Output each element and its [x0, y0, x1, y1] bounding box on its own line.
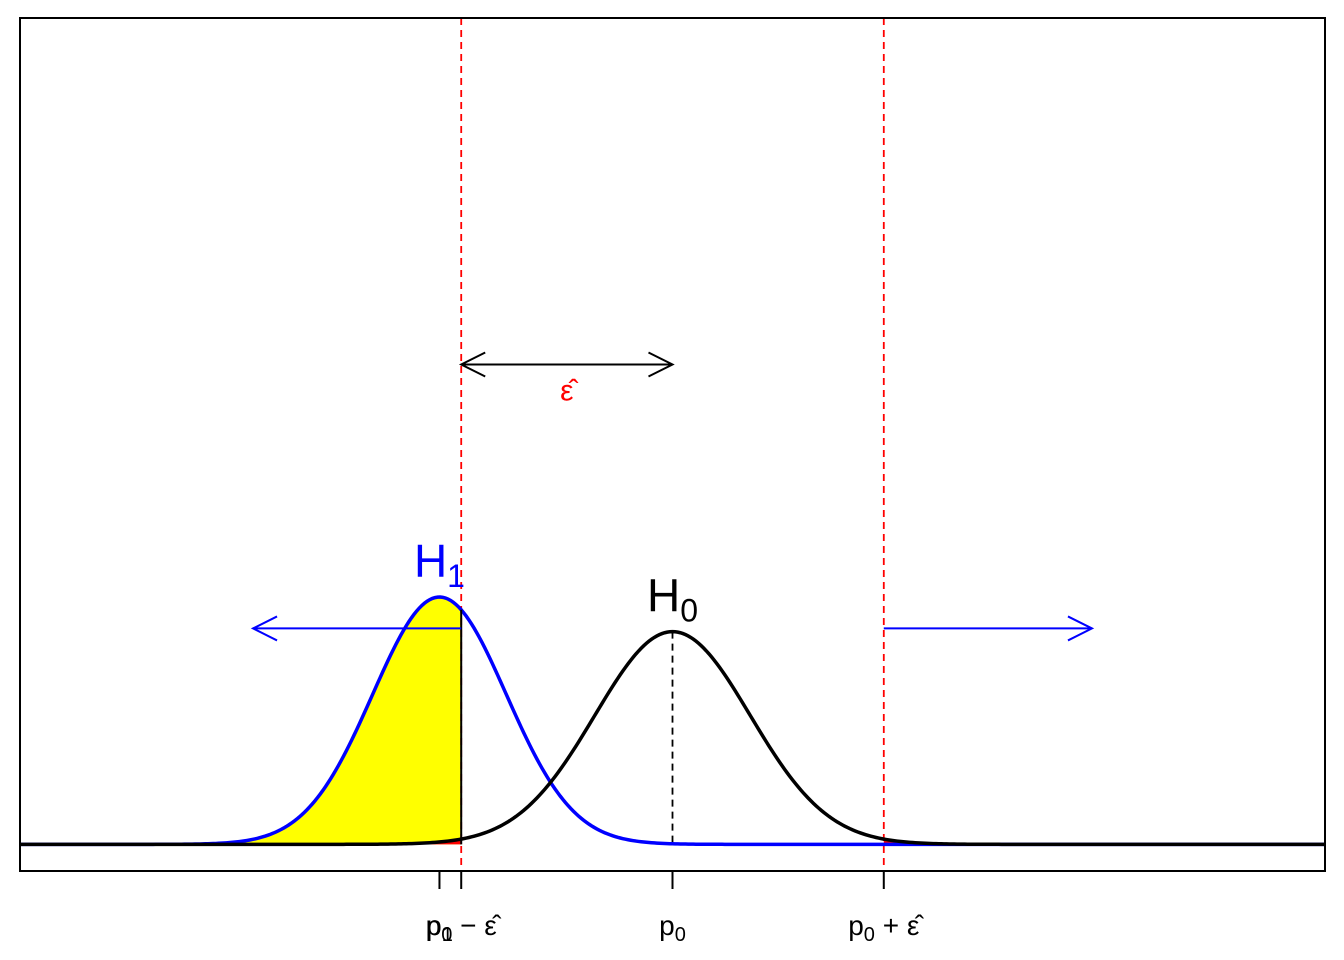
guide-lines: [460, 18, 885, 871]
rejection-arrow-left: [250, 615, 462, 642]
density-curves: [20, 595, 1325, 847]
epsilon-arrow: [458, 351, 675, 378]
curve-h0: [20, 629, 1325, 847]
plot-frame: [19, 17, 1326, 872]
x-tick-label-2: p0: [659, 910, 686, 946]
x-tick-label-0: p1: [426, 910, 453, 946]
power-region: [20, 597, 462, 845]
x-tick-label-1: p0 − ε̂: [426, 910, 502, 946]
arrows: [250, 351, 1095, 642]
series-label-h1: H1: [414, 535, 465, 594]
epsilon-label: ε̂: [560, 375, 578, 408]
series-label-h0: H0: [647, 570, 698, 629]
x-tick-label-3: p0 + ε̂: [848, 910, 924, 946]
rejection-arrow-right: [883, 615, 1095, 642]
